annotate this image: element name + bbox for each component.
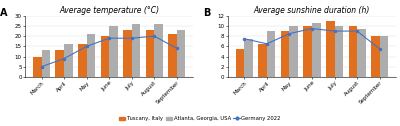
Bar: [109, 26, 118, 77]
Bar: [303, 26, 312, 77]
Bar: [146, 30, 154, 77]
Bar: [33, 57, 42, 77]
Bar: [132, 24, 140, 77]
Bar: [289, 26, 298, 77]
Bar: [258, 44, 267, 77]
Bar: [101, 36, 109, 77]
Bar: [64, 44, 73, 77]
Bar: [123, 30, 132, 77]
Bar: [168, 34, 177, 77]
Bar: [357, 28, 366, 77]
Bar: [267, 31, 276, 77]
Bar: [371, 36, 380, 77]
Legend: Tuscany, Italy, Atlanta, Georgia, USA, Germany 2022: Tuscany, Italy, Atlanta, Georgia, USA, G…: [117, 114, 283, 123]
Bar: [236, 49, 244, 77]
Bar: [78, 44, 87, 77]
Title: Average temperature (°C): Average temperature (°C): [59, 6, 159, 15]
Title: Average sunshine duration (h): Average sunshine duration (h): [254, 6, 370, 15]
Bar: [348, 26, 357, 77]
Bar: [281, 31, 289, 77]
Bar: [334, 26, 343, 77]
Bar: [312, 23, 320, 77]
Text: A: A: [0, 8, 8, 19]
Bar: [56, 50, 64, 77]
Bar: [177, 30, 186, 77]
Text: B: B: [203, 8, 210, 19]
Bar: [380, 36, 388, 77]
Bar: [326, 21, 334, 77]
Bar: [244, 39, 253, 77]
Bar: [154, 24, 163, 77]
Bar: [42, 50, 50, 77]
Bar: [87, 34, 95, 77]
